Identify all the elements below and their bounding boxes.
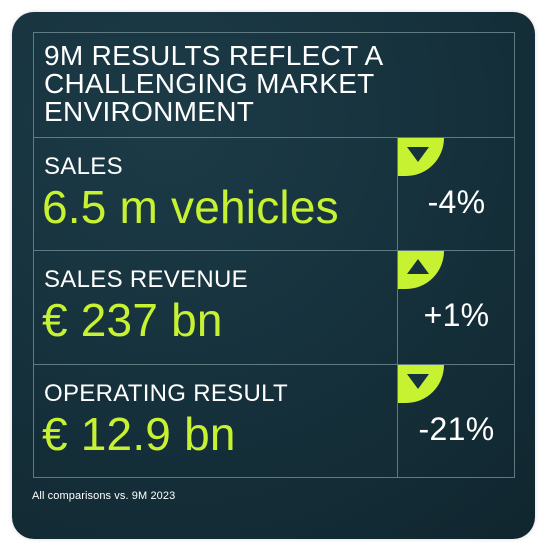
headline-line-3: ENVIRONMENT	[44, 96, 255, 127]
arrow-tab	[398, 138, 444, 176]
metric-cell-revenue: SALES REVENUE € 237 bn	[34, 251, 398, 364]
change-cell-operating-result: -21%	[398, 365, 515, 477]
change-value-revenue: +1%	[423, 297, 490, 333]
change-value-sales: -4%	[427, 184, 486, 220]
metric-value-sales: 6.5 m vehicles	[42, 181, 339, 233]
arrow-tab	[398, 365, 444, 403]
metric-row-operating-result: OPERATING RESULT € 12.9 bn -21%	[34, 365, 514, 477]
metric-label-revenue: SALES REVENUE	[44, 266, 248, 293]
headline: 9M RESULTS REFLECT A CHALLENGING MARKET …	[34, 33, 514, 138]
metric-label-sales: SALES	[44, 153, 123, 180]
results-card: 9M RESULTS REFLECT A CHALLENGING MARKET …	[12, 12, 535, 539]
results-grid: 9M RESULTS REFLECT A CHALLENGING MARKET …	[33, 32, 515, 478]
metric-label-operating-result: OPERATING RESULT	[44, 380, 288, 407]
headline-line-2: CHALLENGING MARKET	[44, 68, 375, 99]
triangle-down-icon	[407, 147, 429, 162]
triangle-down-icon	[407, 374, 429, 389]
change-cell-sales: -4%	[398, 138, 515, 250]
metric-row-sales: SALES 6.5 m vehicles -4%	[34, 138, 514, 251]
footnote: All comparisons vs. 9M 2023	[32, 490, 176, 502]
metric-row-revenue: SALES REVENUE € 237 bn +1%	[34, 251, 514, 365]
metric-value-revenue: € 237 bn	[42, 294, 223, 346]
change-value-operating-result: -21%	[418, 411, 495, 447]
arrow-tab	[398, 251, 444, 289]
change-cell-revenue: +1%	[398, 251, 515, 364]
metric-value-operating-result: € 12.9 bn	[42, 408, 236, 460]
headline-line-1: 9M RESULTS REFLECT A	[44, 40, 384, 71]
triangle-up-icon	[407, 259, 429, 274]
metric-cell-operating-result: OPERATING RESULT € 12.9 bn	[34, 365, 398, 477]
metric-cell-sales: SALES 6.5 m vehicles	[34, 138, 398, 250]
